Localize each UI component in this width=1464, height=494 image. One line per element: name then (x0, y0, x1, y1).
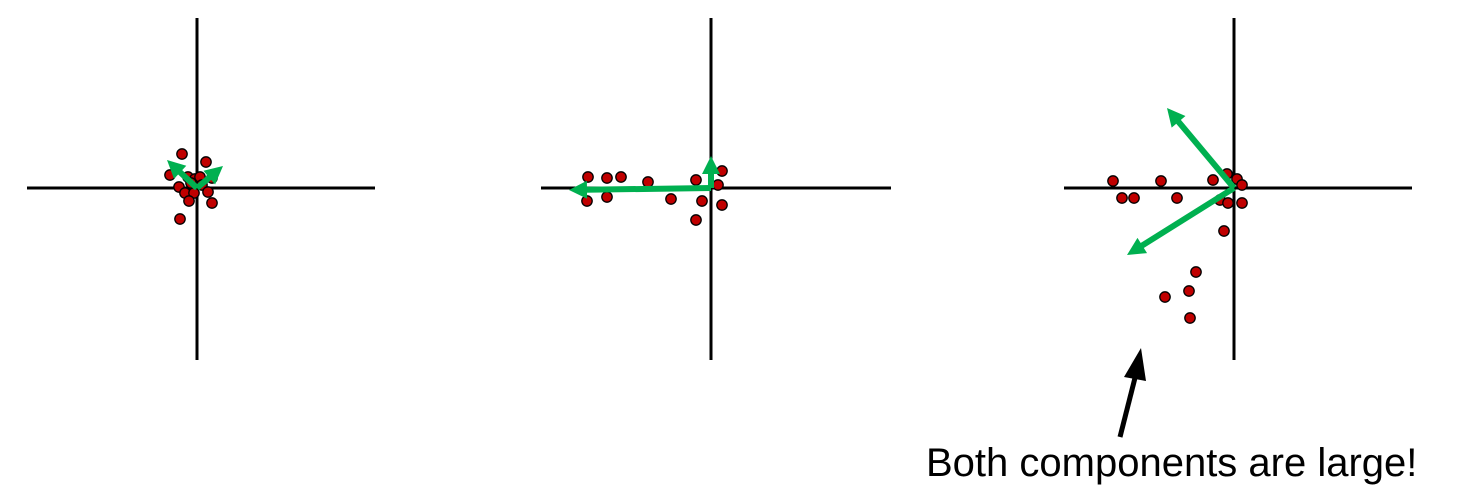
data-point (1171, 192, 1183, 204)
data-point (690, 174, 702, 186)
component-vector (1127, 185, 1236, 255)
component-vector (702, 156, 720, 188)
data-point (1159, 291, 1171, 303)
data-point (615, 171, 627, 183)
data-point (202, 186, 214, 198)
data-point (183, 195, 195, 207)
data-point (601, 191, 613, 203)
data-point (176, 148, 188, 160)
data-point (200, 156, 212, 168)
data-point (665, 193, 677, 205)
data-point (1207, 174, 1219, 186)
component-vector (167, 160, 200, 191)
component-vector (569, 180, 712, 199)
panel-one-large-component (541, 18, 891, 360)
data-point (1155, 175, 1167, 187)
data-point (1236, 197, 1248, 209)
data-point (1116, 192, 1128, 204)
data-point (642, 176, 654, 188)
data-point (712, 179, 724, 191)
data-point (174, 213, 186, 225)
data-point (1236, 179, 1248, 191)
panel-small-components (27, 18, 375, 360)
callout-caption: Both components are large! (926, 441, 1417, 485)
data-point (1184, 312, 1196, 324)
data-point (206, 197, 218, 209)
data-point (1183, 285, 1195, 297)
data-point (1222, 197, 1234, 209)
data-point (1128, 192, 1140, 204)
data-point (716, 199, 728, 211)
callout-arrow (1117, 348, 1146, 438)
component-vector (1167, 108, 1237, 190)
data-point (1190, 266, 1202, 278)
data-point (696, 195, 708, 207)
data-point (1218, 225, 1230, 237)
data-point (601, 172, 613, 184)
panel-both-components-large (1064, 18, 1412, 360)
data-point (690, 214, 702, 226)
data-point (582, 171, 594, 183)
component-vector (195, 166, 223, 191)
data-point (1107, 175, 1119, 187)
